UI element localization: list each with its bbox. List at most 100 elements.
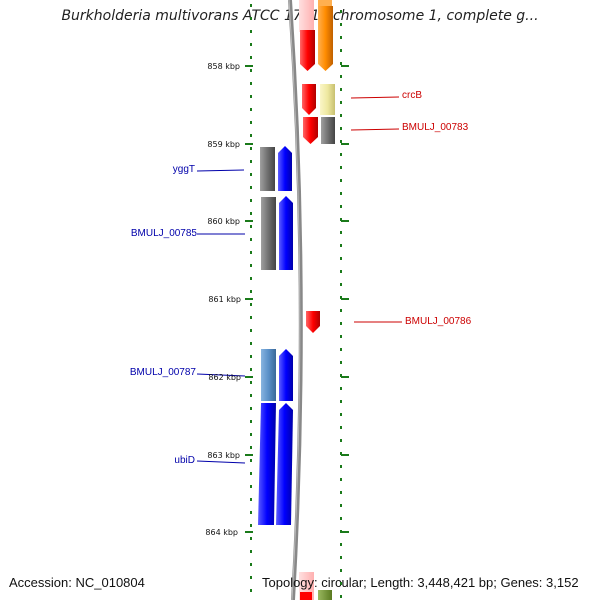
blue-feature-ubiD [258, 403, 276, 525]
track-dot [250, 199, 252, 202]
track-dot [340, 517, 342, 520]
track-dot [250, 472, 252, 475]
right-dotted-track [340, 10, 349, 598]
track-dot [340, 309, 342, 312]
track-dot [250, 290, 252, 293]
major-tick [245, 65, 253, 67]
track-dot [340, 426, 342, 429]
track-dot [340, 374, 342, 377]
track-dot [250, 576, 252, 579]
track-dot [340, 556, 342, 559]
track-dot [250, 17, 252, 20]
blue-cds-arrow-BMULJ-00787 [279, 349, 293, 401]
accession-text: Accession: NC_010804 [9, 575, 145, 590]
track-dot [250, 316, 252, 319]
track-dot [340, 348, 342, 351]
gene-label-yggT[interactable]: yggT [172, 164, 195, 175]
major-tick [245, 454, 253, 456]
track-dot [340, 543, 342, 546]
track-dot [340, 179, 342, 182]
track-dot [250, 485, 252, 488]
track-dot [250, 433, 252, 436]
blue-cds-arrow-BMULJ-00785 [279, 196, 293, 270]
track-dot [340, 361, 342, 364]
track-dot [340, 166, 342, 169]
track-dot [340, 491, 342, 494]
track-dot [340, 153, 342, 156]
track-dot [340, 127, 342, 130]
leader-line-crcB [350, 96, 400, 99]
track-dot [250, 368, 252, 371]
track-dot [340, 244, 342, 247]
track-dot [250, 446, 252, 449]
leader-line-ubiD [196, 460, 246, 464]
track-dot [340, 400, 342, 403]
gray-feature-yggT [260, 147, 275, 191]
track-dot [340, 62, 342, 65]
track-dot [340, 257, 342, 260]
track-dot [340, 218, 342, 221]
track-dot [250, 225, 252, 228]
track-dot [250, 420, 252, 423]
backbone-arc-highlight [288, 0, 301, 600]
red-cds-arrow-crcB [302, 84, 316, 115]
top-pink-feature [299, 0, 314, 32]
major-tick [341, 65, 349, 67]
leader-line-BMULJ-00787 [196, 373, 246, 377]
major-tick [341, 143, 349, 145]
track-dot [250, 355, 252, 358]
ruler-tick-label: 862 kbp [208, 373, 241, 382]
ruler-tick-label: 859 kbp [207, 140, 240, 149]
red-cds-arrow-BMULJ-00783 [303, 117, 318, 144]
track-dot [250, 394, 252, 397]
major-tick [341, 531, 349, 533]
topology-text: Topology: circular; Length: 3,448,421 bp… [262, 575, 579, 590]
track-dot [250, 251, 252, 254]
track-dot [340, 192, 342, 195]
track-dot [250, 238, 252, 241]
track-dot [250, 43, 252, 46]
track-dot [340, 478, 342, 481]
gene-label-crcB[interactable]: crcB [402, 90, 422, 101]
track-dot [250, 108, 252, 111]
track-dot [340, 413, 342, 416]
track-dot [250, 407, 252, 410]
track-dot [250, 173, 252, 176]
track-dot [250, 511, 252, 514]
gene-label-BMULJ-00783[interactable]: BMULJ_00783 [402, 122, 469, 133]
track-dot [340, 387, 342, 390]
track-dot [340, 114, 342, 117]
track-dot [250, 4, 252, 7]
bottom-red-feature [300, 592, 312, 600]
track-dot [250, 537, 252, 540]
track-dot [250, 95, 252, 98]
track-dot [250, 69, 252, 72]
lightblue-feature-BMULJ-00787 [261, 349, 276, 401]
track-dot [250, 524, 252, 527]
track-dot [250, 459, 252, 462]
track-dot [340, 36, 342, 39]
track-dot [340, 439, 342, 442]
track-dot [340, 595, 342, 598]
track-dot [340, 283, 342, 286]
gene-label-ubiD[interactable]: ubiD [174, 455, 195, 466]
track-dot [250, 498, 252, 501]
track-dot [340, 101, 342, 104]
track-dot [250, 381, 252, 384]
track-dot [340, 23, 342, 26]
leader-line-BMULJ-00783 [350, 128, 400, 131]
track-dot [340, 231, 342, 234]
track-dot [340, 296, 342, 299]
major-tick [245, 376, 253, 378]
track-dot [340, 75, 342, 78]
gene-label-BMULJ-00787[interactable]: BMULJ_00787 [129, 367, 196, 378]
track-dot [250, 160, 252, 163]
ruler-tick-label: 864 kbp [205, 528, 238, 537]
track-dot [250, 30, 252, 33]
gray-feature-BMULJ-00785 [261, 197, 276, 270]
track-dot [250, 303, 252, 306]
gene-label-BMULJ-00786[interactable]: BMULJ_00786 [405, 316, 472, 327]
gene-label-BMULJ-00785[interactable]: BMULJ_00785 [130, 228, 197, 239]
